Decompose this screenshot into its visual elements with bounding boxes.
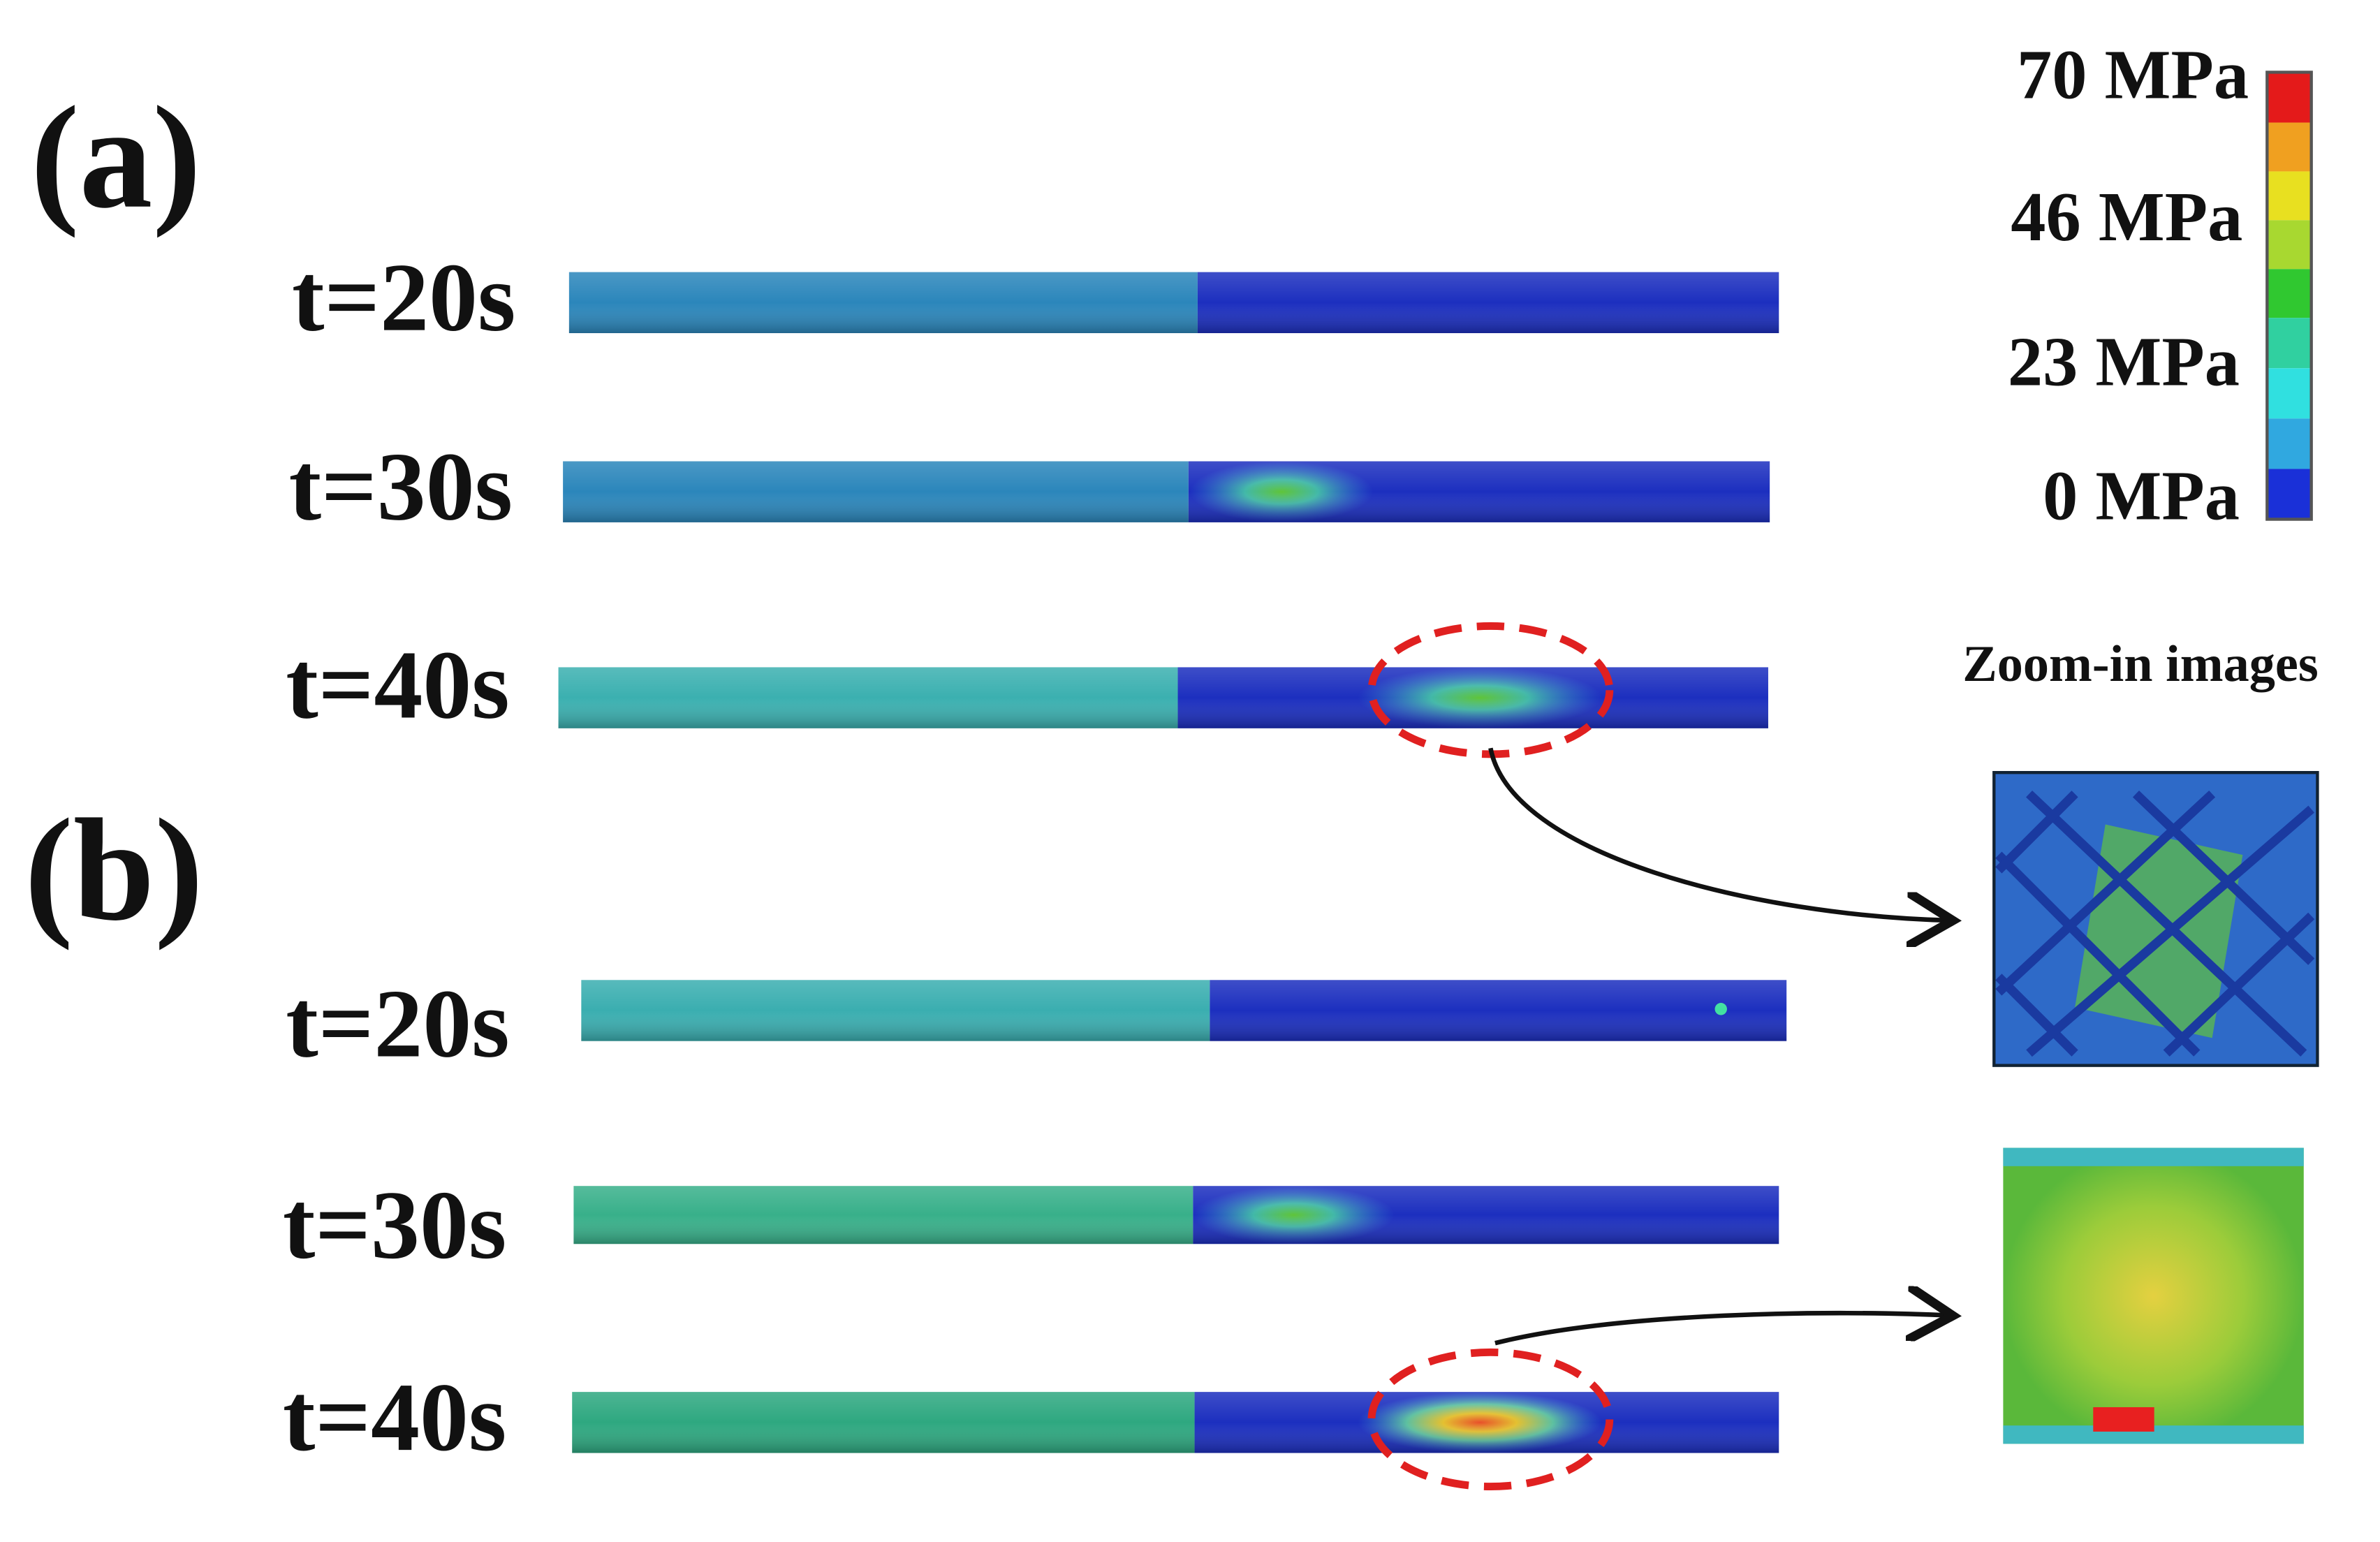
time-label: t=30s [283,1171,506,1279]
colorbar-label: 70 MPa [2017,36,2249,114]
time-label: t=40s [286,631,509,740]
shading [573,1186,1779,1244]
zoom-frame [1992,770,2319,1067]
color-step [2267,171,2312,221]
colorbar-label: 0 MPa [2043,457,2240,535]
arrow [1494,1313,1953,1346]
color-step [2267,269,2312,318]
zoom-mesh [1995,790,2315,1057]
colorbar-frame [2265,71,2313,521]
time-label: t=40s [283,1363,506,1471]
time-label: t=30s [289,433,513,541]
panel-a: t=20s t=30s t=40s [286,244,1779,758]
shading [572,1392,1779,1453]
panel-label: (b) [24,789,203,951]
shading [558,667,1768,728]
shading [581,980,1787,1041]
zoom-image-b [2003,1147,2304,1444]
highlight-ellipse [1367,1348,1614,1491]
zoom-title: Zoom-in images [1962,636,2319,693]
colorbar-label: 46 MPa [2011,177,2242,256]
panel-b: t=20s t=30s t=40s [283,970,1787,1491]
zoom-bg [2003,1147,2304,1444]
arrow [1488,747,1953,920]
color-step [2267,418,2312,469]
zoom-edge [2003,1147,2304,1166]
time-label: t=20s [292,244,515,352]
color-step [2267,368,2312,419]
color-step [2267,122,2312,172]
zoom-image-a [1992,770,2319,1067]
time-label: t=20s [286,970,509,1078]
colorbar-label: 23 MPa [2008,322,2240,400]
shading [568,272,1779,334]
panel-label: (a) [31,77,202,239]
colorbar: 70 MPa 46 MPa 23 MPa 0 MPa [2008,36,2313,535]
color-step [2267,469,2312,520]
shading [563,461,1770,522]
failure-marker [2093,1407,2154,1432]
color-step [2267,220,2312,270]
color-step [2267,318,2312,369]
color-step [2267,72,2312,123]
